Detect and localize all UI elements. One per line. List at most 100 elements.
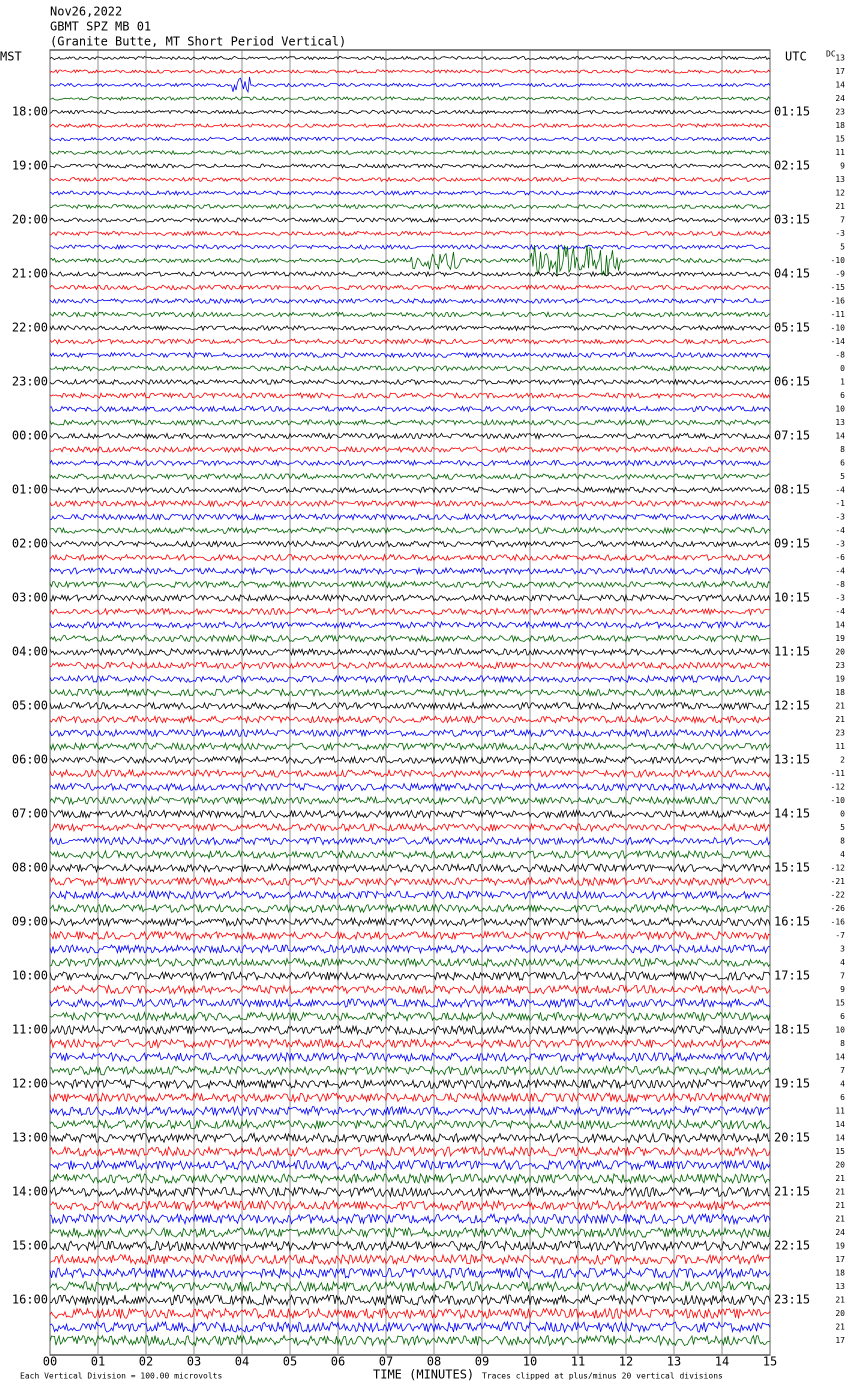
trace [49, 1320, 771, 1334]
dc-label: DC [826, 50, 836, 59]
mst-label: 20:00 [12, 213, 48, 227]
station: GBMT SPZ MB 01 [50, 20, 151, 34]
trace [49, 1334, 771, 1347]
x-tick-label: 05 [283, 1355, 297, 1369]
dc-offset: 14 [835, 1134, 845, 1143]
trace [49, 378, 771, 386]
trace [49, 970, 771, 982]
dc-offset: -4 [835, 526, 845, 535]
x-tick-label: 14 [715, 1355, 729, 1369]
trace [49, 1293, 771, 1307]
dc-offset: 7 [840, 216, 845, 225]
x-tick-label: 03 [187, 1355, 201, 1369]
x-axis-label: TIME (MINUTES) [373, 1368, 474, 1382]
dc-offset: -8 [835, 351, 845, 360]
dc-offset: -3 [835, 513, 845, 522]
dc-offset: 19 [835, 1242, 845, 1251]
x-tick-label: 02 [139, 1355, 153, 1369]
dc-offset: -4 [835, 486, 845, 495]
x-tick-label: 08 [427, 1355, 441, 1369]
dc-offset: -8 [835, 580, 845, 589]
dc-offset: 2 [840, 756, 845, 765]
dc-offset: 13 [835, 175, 845, 184]
trace [49, 526, 771, 535]
dc-offset: -12 [831, 783, 846, 792]
dc-offset: -12 [831, 864, 846, 873]
mst-label: 22:00 [12, 321, 48, 335]
trace [49, 930, 771, 941]
mst-label: 12:00 [12, 1077, 48, 1091]
mst-label: 07:00 [12, 807, 48, 821]
dc-offset: -11 [831, 769, 846, 778]
dc-offset: -1 [835, 499, 845, 508]
utc-label: 10:15 [774, 591, 810, 605]
trace [49, 781, 771, 792]
utc-label: 05:15 [774, 321, 810, 335]
location: (Granite Butte, MT Short Period Vertical… [50, 35, 346, 49]
dc-offset: 0 [840, 810, 845, 819]
trace [50, 1064, 771, 1077]
trace [49, 714, 771, 725]
mst-label: 08:00 [12, 861, 48, 875]
mst-label: 18:00 [12, 105, 48, 119]
trace [49, 580, 771, 589]
right-zone: UTC [785, 50, 807, 64]
trace [49, 512, 771, 521]
x-tick-label: 07 [379, 1355, 393, 1369]
trace [49, 768, 771, 779]
dc-offset: 13 [835, 1282, 845, 1291]
x-tick-label: 04 [235, 1355, 249, 1369]
dc-offset: 15 [835, 135, 845, 144]
mst-label: 06:00 [12, 753, 48, 767]
utc-label: 11:15 [774, 645, 810, 659]
dc-offset: 24 [835, 94, 845, 103]
dc-offset: 18 [835, 688, 845, 697]
trace [49, 957, 771, 968]
trace [49, 1038, 771, 1050]
dc-offset: -7 [835, 931, 845, 940]
trace [49, 647, 771, 657]
dc-offset: -3 [835, 594, 845, 603]
trace [49, 943, 770, 955]
x-tick-label: 15 [763, 1355, 777, 1369]
dc-offset: 20 [835, 648, 845, 657]
dc-offset: -6 [835, 553, 845, 562]
trace [49, 1145, 771, 1158]
utc-label: 02:15 [774, 159, 810, 173]
trace [49, 593, 771, 603]
scale-note: Each Vertical Division = 100.00 microvol… [20, 1372, 222, 1381]
trace [49, 755, 771, 765]
dc-offset: 5 [840, 472, 845, 481]
x-tick-label: 06 [331, 1355, 345, 1369]
trace [49, 418, 771, 427]
trace [49, 1199, 771, 1212]
dc-offset: 11 [835, 1107, 845, 1116]
trace [49, 459, 771, 467]
trace [49, 728, 771, 738]
dc-offset: -11 [831, 310, 846, 319]
trace [49, 808, 771, 819]
mst-label: 03:00 [12, 591, 48, 605]
dc-offset: -10 [831, 796, 846, 805]
dc-offset: 23 [835, 661, 845, 670]
trace [49, 835, 771, 847]
trace [49, 1253, 771, 1266]
trace [49, 701, 771, 711]
dc-offset: -3 [835, 540, 845, 549]
utc-label: 17:15 [774, 969, 810, 983]
trace [49, 163, 771, 169]
utc-label: 22:15 [774, 1239, 810, 1253]
trace [49, 472, 771, 481]
trace [49, 95, 771, 102]
dc-offset: -15 [831, 283, 846, 292]
dc-offset: 5 [840, 243, 845, 252]
clip-note: Traces clipped at plus/minus 20 vertical… [482, 1372, 723, 1381]
trace [49, 149, 771, 156]
mst-label: 14:00 [12, 1185, 48, 1199]
trace [49, 674, 771, 684]
dc-offset: 24 [835, 1228, 845, 1237]
trace [49, 1105, 771, 1117]
dc-offset: 3 [840, 945, 845, 954]
mst-label: 09:00 [12, 915, 48, 929]
left-zone: MST [0, 50, 22, 64]
